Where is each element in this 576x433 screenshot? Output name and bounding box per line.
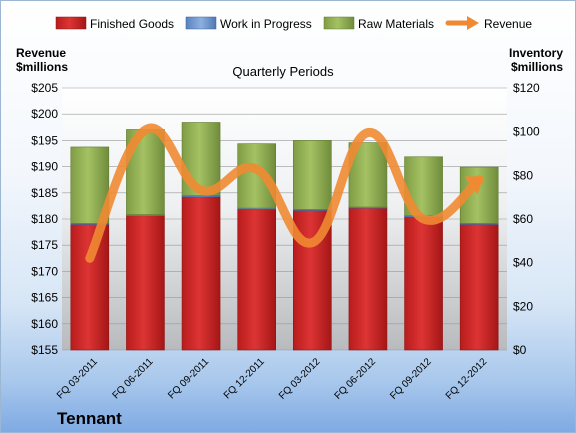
left-axis-label-line1: Revenue xyxy=(16,46,66,60)
legend-swatch-raw-materials xyxy=(323,16,355,30)
legend-label-raw-materials: Raw Materials xyxy=(358,17,434,31)
company-name: Tennant xyxy=(57,409,122,428)
right-tick-label: $80 xyxy=(513,168,533,182)
x-tick-label: FQ 12-2011 xyxy=(222,356,267,401)
left-tick-label: $180 xyxy=(31,212,58,226)
right-tick-label: $120 xyxy=(513,81,540,95)
chart-title: Quarterly Periods xyxy=(232,64,334,79)
x-tick-label: FQ 06-2011 xyxy=(111,356,156,401)
left-tick-label: $200 xyxy=(31,107,58,121)
legend-label-finished-goods: Finished Goods xyxy=(90,17,174,31)
bar-finished-goods xyxy=(70,224,110,351)
x-axis-ticks: FQ 03-2011 FQ 06-2011 FQ 09-2011 FQ 12-2011… xyxy=(55,356,490,402)
bar-finished-goods xyxy=(237,208,276,351)
revenue-line xyxy=(85,123,484,263)
left-tick-label: $185 xyxy=(31,186,58,200)
legend: Finished Goods Work in Progress Raw Mate… xyxy=(55,16,532,31)
x-tick-label: FQ 12-2012 xyxy=(444,356,490,402)
bar-finished-goods xyxy=(348,207,388,351)
legend-label-work-in-progress: Work in Progress xyxy=(220,17,312,31)
right-tick-label: $40 xyxy=(513,256,533,270)
left-tick-label: $170 xyxy=(31,264,58,278)
x-tick-label: FQ 03-2012 xyxy=(277,356,323,402)
right-tick-label: $60 xyxy=(513,212,533,226)
right-axis-label-line2: $millions xyxy=(511,60,563,74)
legend-label-revenue: Revenue xyxy=(484,17,532,31)
right-tick-label: $0 xyxy=(513,343,527,357)
left-tick-label: $190 xyxy=(31,160,58,174)
x-tick-label: FQ 03-2011 xyxy=(55,356,100,401)
legend-swatch-finished-goods xyxy=(55,16,87,30)
left-tick-label: $165 xyxy=(31,291,58,305)
x-tick-label: FQ 09-2012 xyxy=(388,356,434,402)
legend-swatch-work-in-progress xyxy=(185,16,217,30)
legend-arrow-icon xyxy=(467,16,479,30)
bar-finished-goods xyxy=(126,215,165,351)
left-tick-label: $160 xyxy=(31,317,58,331)
left-tick-label: $175 xyxy=(31,238,58,252)
x-tick-label: FQ 09-2011 xyxy=(166,356,211,401)
left-tick-label: $205 xyxy=(31,81,58,95)
right-axis-ticks: $0 $20 $40 $60 $80 $100 $120 xyxy=(513,81,540,357)
right-tick-label: $100 xyxy=(513,125,540,139)
bar-raw-materials xyxy=(293,140,332,210)
x-tick-label: FQ 06-2012 xyxy=(333,356,379,402)
left-tick-label: $195 xyxy=(31,133,58,147)
left-axis-label-line2: $millions xyxy=(16,60,68,74)
bar-finished-goods xyxy=(459,224,499,351)
left-axis-ticks: $155 $160 $165 $170 $175 $180 $185 $190 $195 $200… xyxy=(31,81,58,357)
bar-finished-goods xyxy=(404,216,443,351)
bar-raw-materials xyxy=(181,122,221,196)
right-tick-label: $20 xyxy=(513,299,533,313)
right-axis-label-line1: Inventory xyxy=(509,46,563,60)
left-tick-label: $155 xyxy=(31,343,58,357)
revenue-line-group xyxy=(85,123,485,263)
bar-finished-goods xyxy=(181,196,221,351)
revenue-arrow-icon xyxy=(464,176,485,195)
